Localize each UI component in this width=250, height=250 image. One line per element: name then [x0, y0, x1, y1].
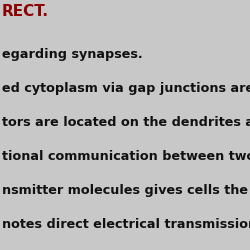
Text: notes direct electrical transmission between: notes direct electrical transmission bet…: [2, 218, 250, 231]
Text: RECT.: RECT.: [2, 4, 49, 19]
Text: nsmitter molecules gives cells the property: nsmitter molecules gives cells the prope…: [2, 184, 250, 197]
Text: ed cytoplasm via gap junctions are chemica: ed cytoplasm via gap junctions are chemi…: [2, 82, 250, 95]
Text: egarding synapses.: egarding synapses.: [2, 48, 142, 61]
Text: tional communication between two cells: tional communication between two cells: [2, 150, 250, 163]
Text: tors are located on the dendrites and somas: tors are located on the dendrites and so…: [2, 116, 250, 129]
